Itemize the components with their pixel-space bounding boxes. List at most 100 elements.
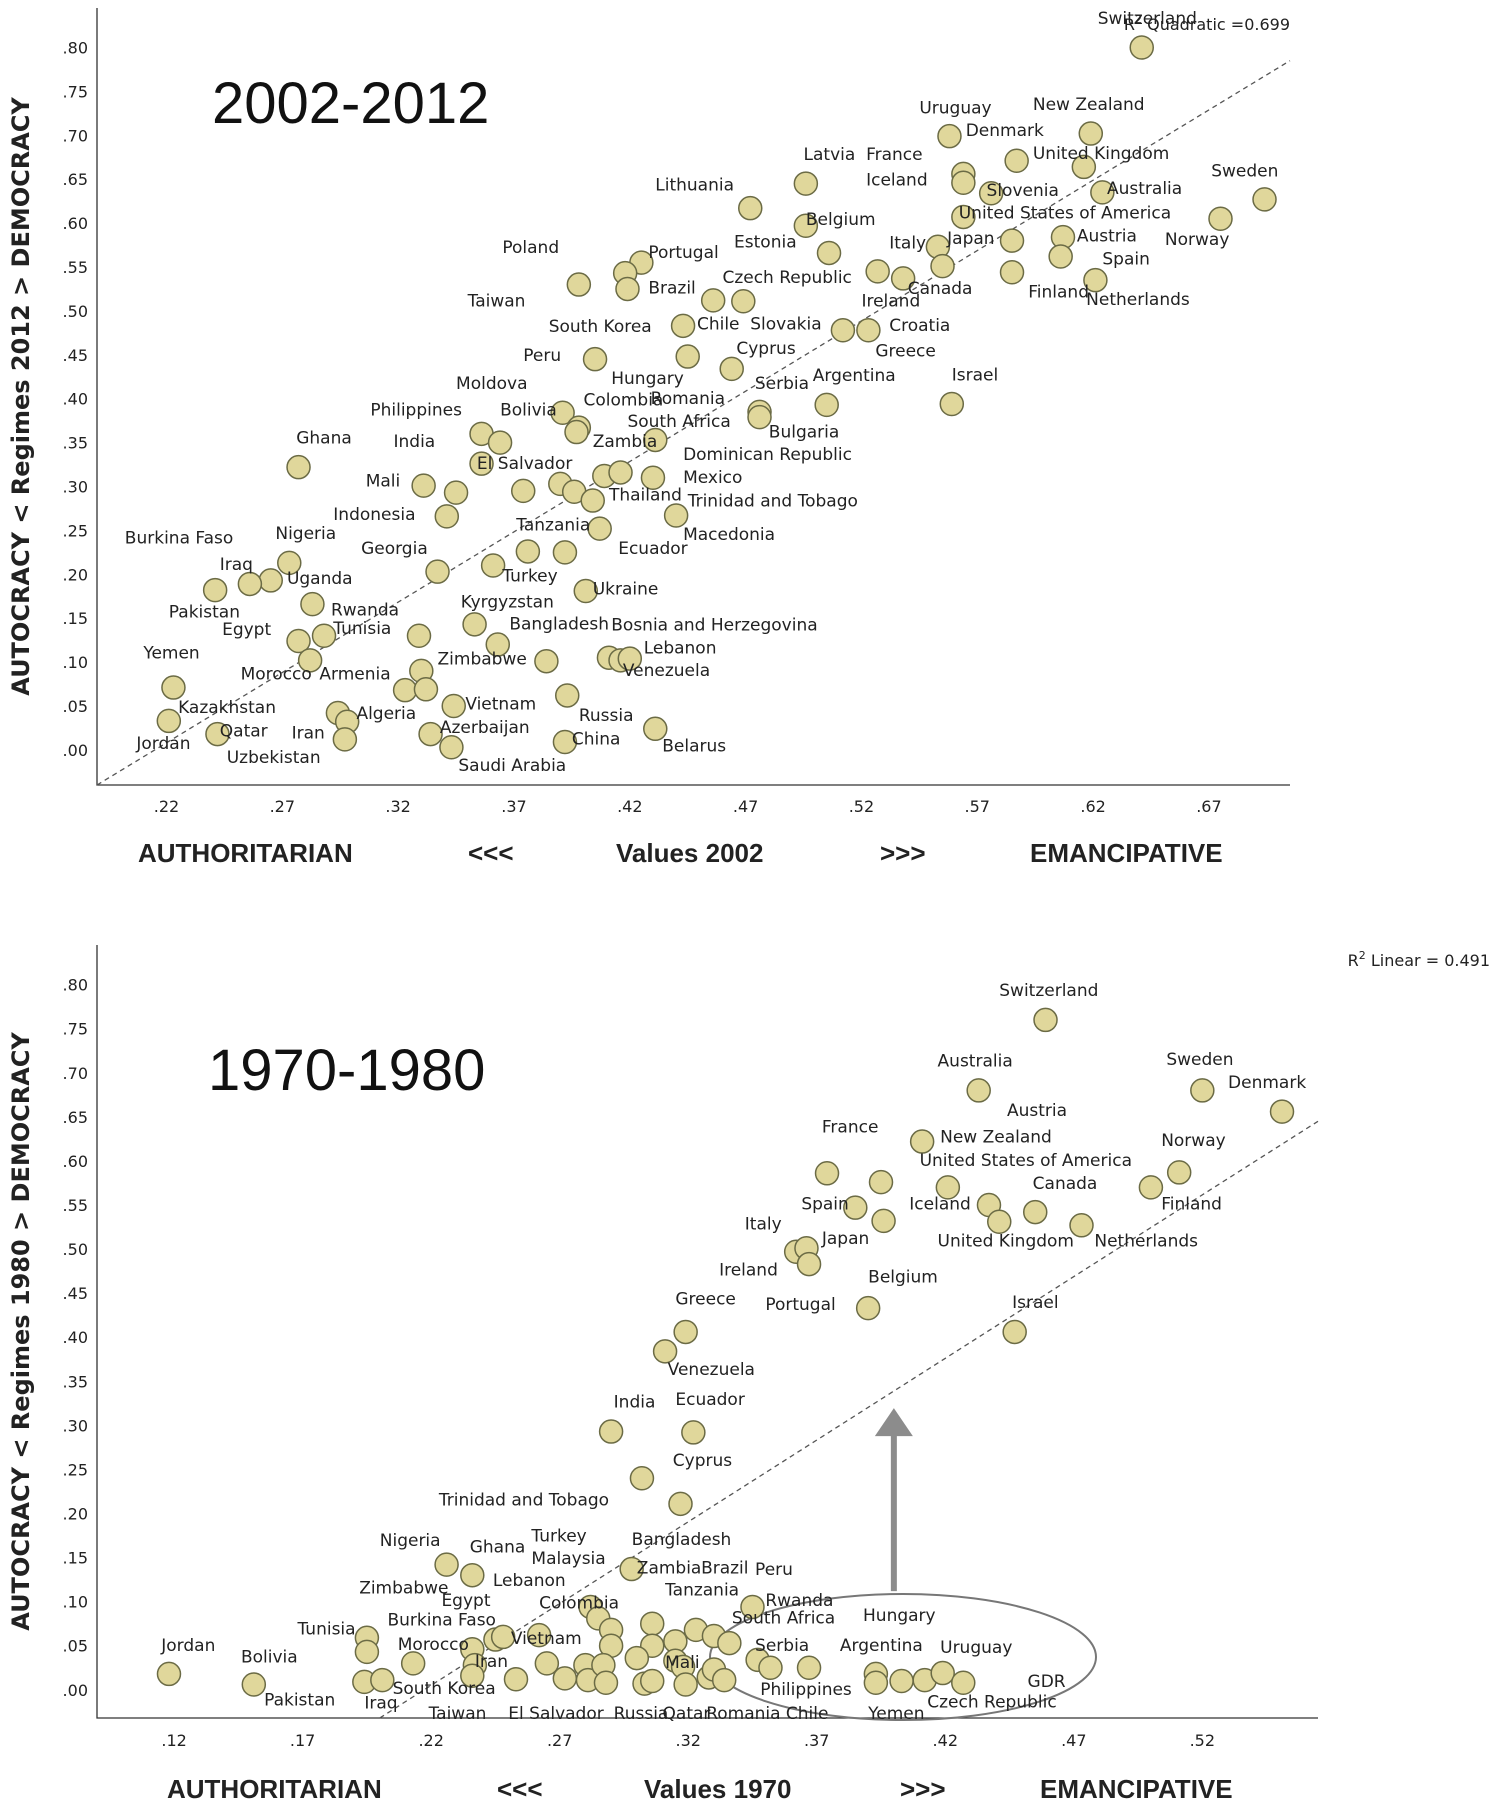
point-label: Ireland <box>861 292 920 312</box>
point-label: Greece <box>675 1290 736 1310</box>
data-point <box>930 253 955 279</box>
point-label: Qatar <box>663 1704 711 1724</box>
data-point <box>619 1556 644 1582</box>
point-label: Bangladesh <box>632 1530 732 1550</box>
point-label: Uzbekistan <box>227 748 321 768</box>
point-label: Egypt <box>222 620 271 640</box>
point-label: Brazil <box>701 1558 748 1578</box>
data-point <box>890 266 916 291</box>
data-point <box>332 727 358 752</box>
y-axis-label: AUTOCRACY < Regimes 1980 > DEMOCRACY <box>7 1032 35 1631</box>
data-point <box>889 1668 914 1694</box>
point-label: Spain <box>1102 249 1150 269</box>
data-point <box>480 553 506 578</box>
point-label: Moldova <box>456 374 527 394</box>
data-point <box>443 480 469 505</box>
point-label: Bolivia <box>241 1647 298 1667</box>
point-label: Romania <box>651 389 725 409</box>
point-label: Cyprus <box>673 1451 732 1471</box>
data-point <box>793 213 819 238</box>
point-label: France <box>822 1118 879 1138</box>
y-tick-label: .05 <box>63 697 88 716</box>
y-tick-label: .35 <box>63 434 88 453</box>
point-label: Zimbabwe <box>438 650 527 670</box>
data-point <box>939 391 965 417</box>
data-point <box>297 648 323 673</box>
x-tick-label: .37 <box>501 797 526 816</box>
y-tick-label: .70 <box>63 1064 88 1083</box>
data-point <box>675 344 700 369</box>
point-label: Romania <box>706 1704 780 1724</box>
point-label: Uganda <box>287 569 353 589</box>
data-point <box>629 1466 655 1491</box>
data-point <box>1090 180 1115 205</box>
point-label: Italy <box>745 1215 782 1235</box>
point-label: Iran <box>475 1652 508 1672</box>
x-axis-label-emancipative: EMANCIPATIVE <box>1040 1774 1233 1804</box>
point-label: Indonesia <box>333 505 415 525</box>
point-label: Finland <box>1028 283 1089 303</box>
point-label: Malaysia <box>531 1549 605 1569</box>
data-point <box>816 240 842 266</box>
data-point <box>510 478 536 504</box>
x-tick-label: .42 <box>617 797 642 816</box>
data-point <box>392 677 418 703</box>
point-label: Argentina <box>813 366 896 386</box>
point-label: Jordan <box>135 734 190 754</box>
y-tick-label: .75 <box>63 82 88 101</box>
point-label: Mali <box>366 471 401 491</box>
point-label: Cyprus <box>736 339 795 359</box>
x-axis-label-right-arrows: >>> <box>900 1774 946 1804</box>
data-point <box>286 454 311 480</box>
data-point <box>1129 35 1154 60</box>
point-label: Hungary <box>611 369 684 389</box>
point-label: Vietnam <box>465 694 536 714</box>
point-label: Lithuania <box>655 176 734 196</box>
point-label: El Salvador <box>477 454 572 474</box>
point-label: Bangladesh <box>509 615 609 635</box>
point-label: Nigeria <box>275 524 336 544</box>
y-tick-label: .60 <box>63 214 88 233</box>
y-tick-label: .30 <box>63 477 88 496</box>
point-label: Iceland <box>909 1194 971 1214</box>
data-point <box>593 1670 619 1695</box>
x-tick-label: .22 <box>154 797 179 816</box>
point-label: Belgium <box>806 210 876 230</box>
x-tick-label: .22 <box>418 1731 443 1750</box>
point-label: Rwanda <box>765 1591 833 1611</box>
data-point <box>868 1169 894 1195</box>
data-point <box>460 1562 485 1588</box>
y-tick-label: .10 <box>63 1593 88 1612</box>
data-point <box>1083 267 1108 293</box>
point-label: Egypt <box>441 1591 490 1611</box>
y-tick-label: .80 <box>63 39 88 58</box>
point-label: Taiwan <box>428 1704 487 1724</box>
data-point <box>580 488 605 513</box>
data-point <box>643 427 668 453</box>
data-point <box>1071 154 1097 180</box>
data-point <box>1269 1099 1295 1124</box>
point-label: Iraq <box>364 1693 397 1713</box>
data-point <box>951 170 976 195</box>
x-tick-label: .27 <box>270 797 295 816</box>
y-tick-label: .20 <box>63 565 88 584</box>
point-label: Rwanda <box>331 601 399 621</box>
data-point <box>814 1161 840 1186</box>
fit-statistic-label: R2 Quadratic =0.699 <box>1124 13 1290 34</box>
point-label: Georgia <box>361 539 428 559</box>
point-label: Iran <box>292 723 325 743</box>
point-label: Zambia <box>593 432 658 452</box>
data-point <box>425 559 450 584</box>
point-label: Latvia <box>804 145 856 165</box>
point-label: El Salvador <box>508 1704 603 1724</box>
data-point <box>161 675 186 700</box>
x-tick-label: .67 <box>1196 797 1221 816</box>
data-point <box>700 288 726 313</box>
point-label: Austria <box>1007 1101 1067 1121</box>
y-tick-label: .15 <box>63 1549 88 1568</box>
point-label: Czech Republic <box>722 268 851 288</box>
point-label: Portugal <box>648 243 718 263</box>
data-point <box>670 313 696 339</box>
period-title: 2002-2012 <box>212 71 489 136</box>
data-point <box>624 1645 650 1671</box>
